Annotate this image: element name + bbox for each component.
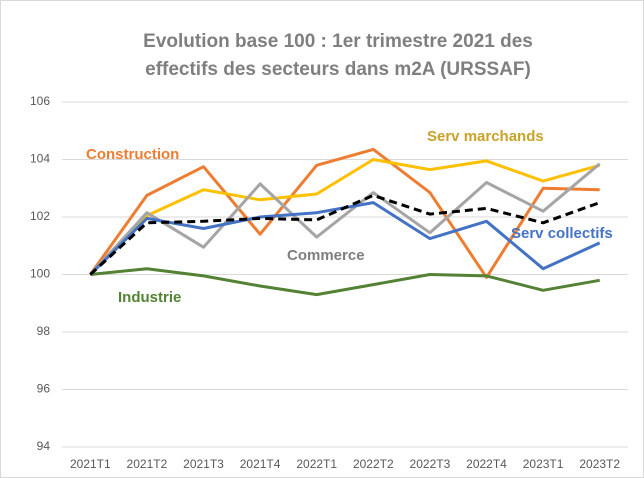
x-tick-label: 2022T3 — [410, 457, 451, 471]
x-tick-label: 2021T2 — [127, 457, 168, 471]
x-tick-label: 2023T2 — [579, 457, 620, 471]
series-label: Serv collectifs — [511, 225, 613, 242]
y-tick-label: 98 — [37, 324, 51, 338]
series-line — [89, 162, 601, 276]
series-label: Construction — [86, 146, 179, 163]
x-tick-label: 2022T1 — [296, 457, 337, 471]
x-tick-label: 2022T4 — [466, 457, 507, 471]
y-tick-label: 104 — [30, 152, 50, 166]
x-tick-label: 2021T3 — [183, 457, 224, 471]
y-tick-label: 94 — [37, 439, 51, 453]
series-line — [89, 193, 601, 276]
x-tick-label: 2021T1 — [70, 457, 111, 471]
y-tick-label: 100 — [30, 267, 50, 281]
series-label: Commerce — [287, 247, 365, 264]
series-label: Industrie — [118, 289, 181, 306]
chart-title: Evolution base 100 : 1er trimestre 2021 … — [143, 31, 533, 52]
y-tick-label: 106 — [30, 94, 50, 108]
chart-title: effectifs des secteurs dans m2A (URSSAF) — [145, 59, 531, 80]
x-tick-label: 2022T2 — [353, 457, 394, 471]
x-tick-label: 2021T4 — [240, 457, 281, 471]
series-line — [90, 267, 600, 297]
series-line — [89, 158, 601, 276]
x-tick-label: 2023T1 — [523, 457, 564, 471]
y-tick-label: 102 — [30, 209, 50, 223]
y-tick-label: 96 — [37, 382, 51, 396]
series-line — [89, 147, 600, 279]
series-label: Serv marchands — [427, 128, 544, 145]
